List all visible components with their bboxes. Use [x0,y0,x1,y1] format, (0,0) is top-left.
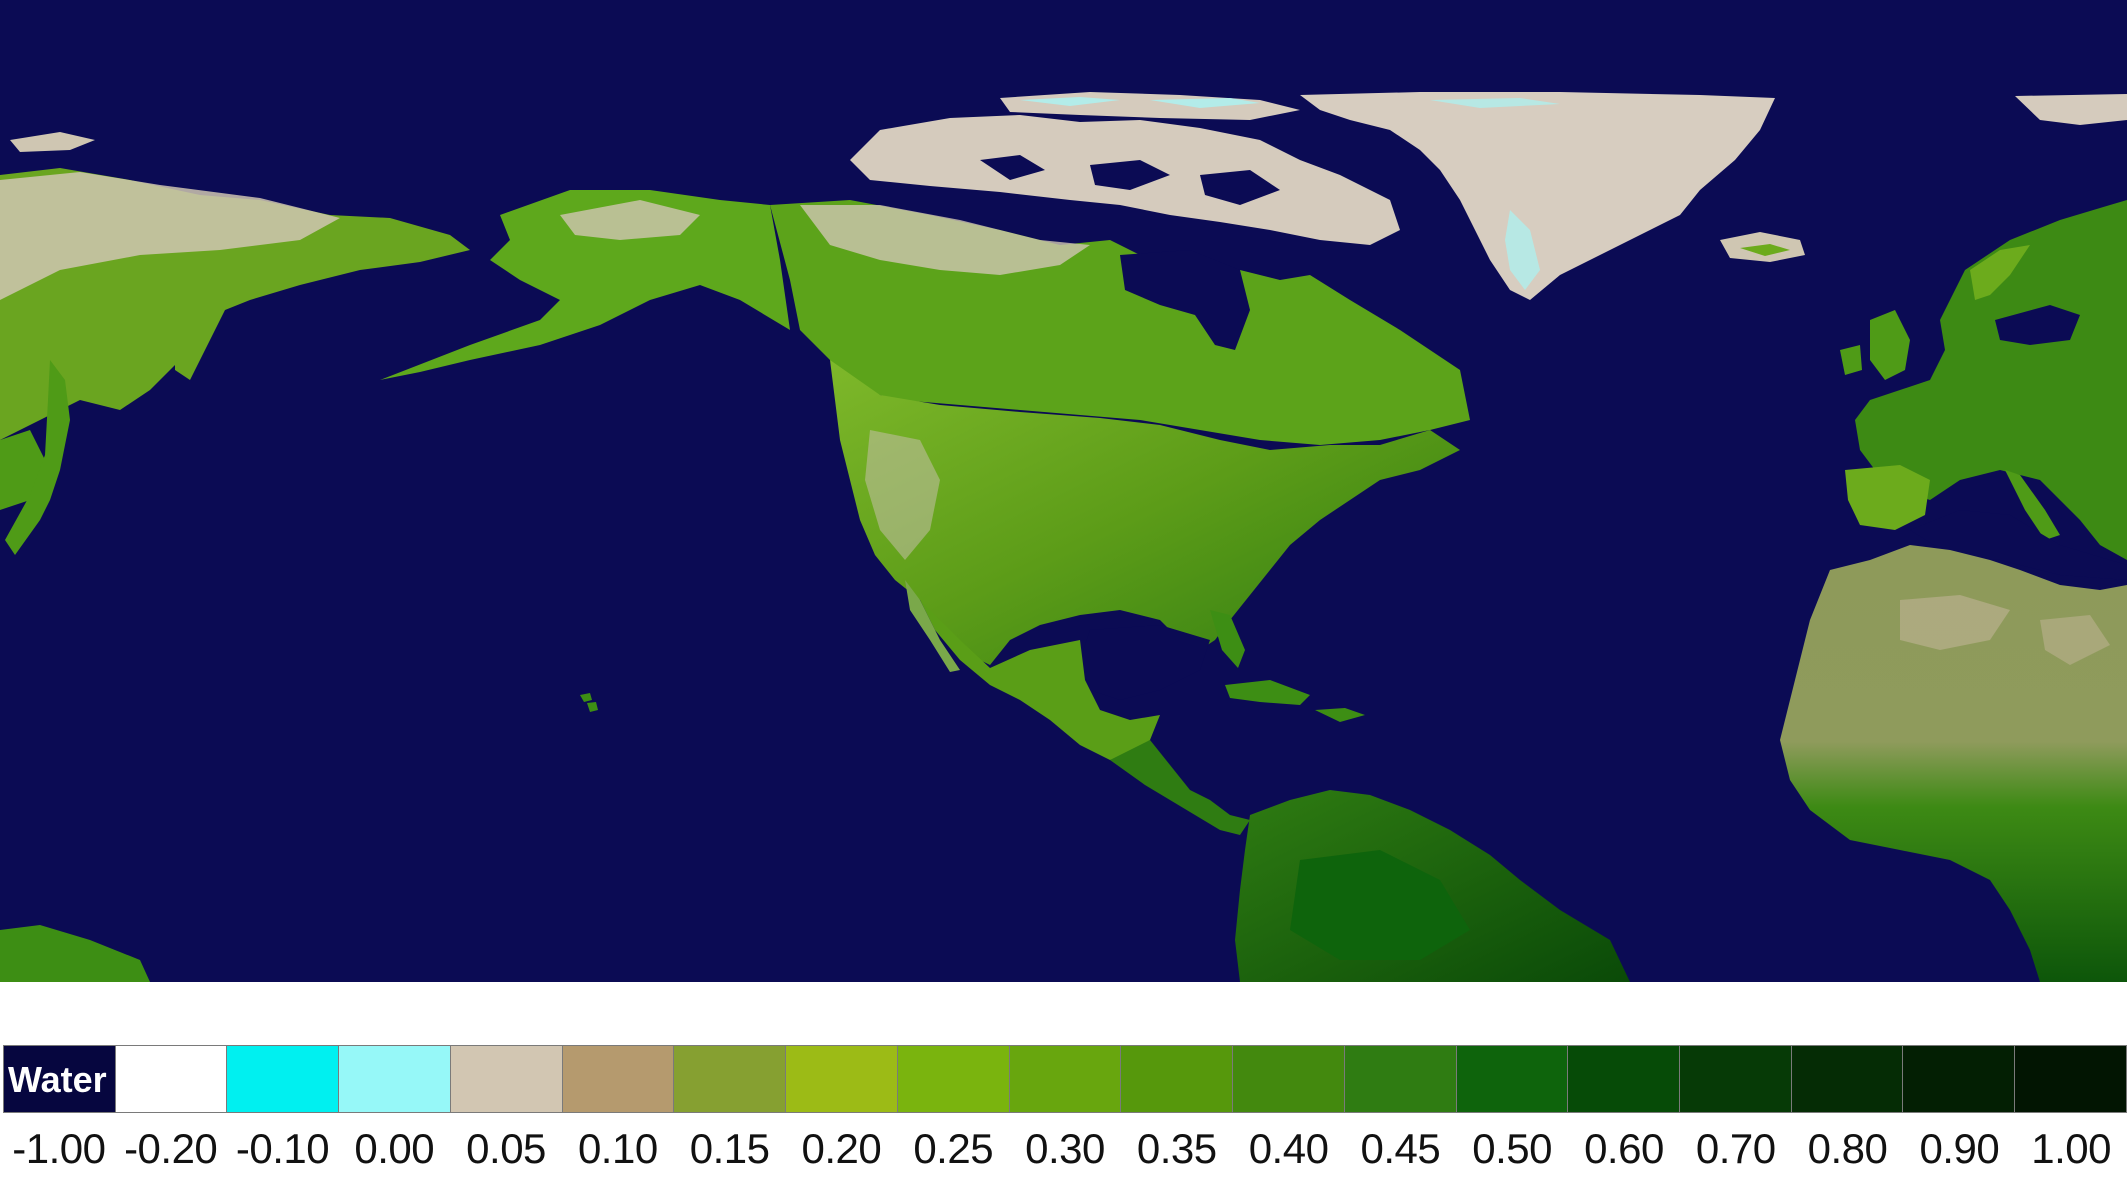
legend-tick-label: 0.90 [1919,1125,2000,1172]
legend-tick-label: 0.35 [1136,1125,1217,1172]
legend-tick-label: 0.05 [466,1125,546,1172]
legend-tick-label: 0.30 [1025,1125,1105,1172]
legend-swatch [1680,1045,1792,1113]
legend-tick-label: 0.00 [354,1125,435,1172]
ndvi-world-map [0,0,2127,982]
legend-swatch [450,1045,563,1113]
legend-swatch [674,1045,787,1113]
legend-tick-label: -0.20 [124,1125,218,1172]
region-siberia-tundra [0,172,340,300]
legend-tick-label: 0.70 [1695,1125,1776,1172]
legend-tick-label: 0.40 [1248,1125,1329,1172]
legend-tick-label: 0.60 [1584,1125,1664,1172]
legend-water-label: Water [8,1059,107,1100]
region-alaska-tundra [560,200,700,240]
region-hawaii [580,693,592,702]
legend-swatch [1568,1045,1681,1113]
legend-swatch [1121,1045,1234,1113]
legend-swatch [227,1045,340,1113]
region-japan [0,430,50,510]
legend-tick-label: 0.25 [913,1125,994,1172]
legend-swatch [897,1045,1010,1113]
region-canada-tundra [800,205,1090,275]
hudson-bay [1120,250,1250,350]
legend-swatch [1233,1045,1345,1113]
legend-tick-label: 0.15 [689,1125,770,1172]
legend-swatch [2015,1045,2127,1113]
region-australia-edge [0,925,150,982]
region-caribbean [1225,680,1310,705]
legend-tick-label: 1.00 [2031,1125,2111,1172]
region-central-america [1110,740,1250,835]
region-africa [1780,545,2127,982]
region-mexico [920,600,1160,760]
region-british-isles [1870,310,1910,380]
region-europe [1855,200,2127,560]
legend-tick-label: -1.00 [12,1125,106,1172]
legend-swatch [562,1045,675,1113]
legend-swatch [339,1045,451,1113]
region-alaska [380,190,790,380]
region-kamchatka [175,280,230,380]
region-japan-islands [5,360,70,555]
gulf-of-mexico [1080,625,1210,700]
region-iberia [1845,465,1930,530]
region-greenland [1300,92,1775,300]
legend-swatch [1344,1045,1457,1113]
legend-tick-label: 0.10 [577,1125,658,1172]
legend-tick-label: 0.80 [1807,1125,1888,1172]
legend-swatch [1791,1045,1904,1113]
legend-tick-label: 0.20 [801,1125,882,1172]
legend-swatch [1009,1045,1122,1113]
legend-swatch [1903,1045,2016,1113]
region-florida [1210,610,1245,668]
legend-swatch [1456,1045,1569,1113]
legend-swatch [115,1045,228,1113]
legend-tick-label: 0.50 [1472,1125,1553,1172]
mediterranean-sea [1910,510,2127,580]
region-baja [905,580,960,672]
legend-swatch-water: Water [3,1045,116,1113]
legend-tick-label: 0.45 [1360,1125,1441,1172]
ndvi-legend-bar: Water [3,1045,2127,1113]
legend-tick-label: -0.10 [235,1125,330,1172]
region-united-states [830,360,1460,665]
legend-swatch [786,1045,898,1113]
ndvi-legend-ticks: -1.00 -0.20 -0.10 0.00 0.05 0.10 0.15 0.20 0.25 0… [0,1125,2127,1185]
